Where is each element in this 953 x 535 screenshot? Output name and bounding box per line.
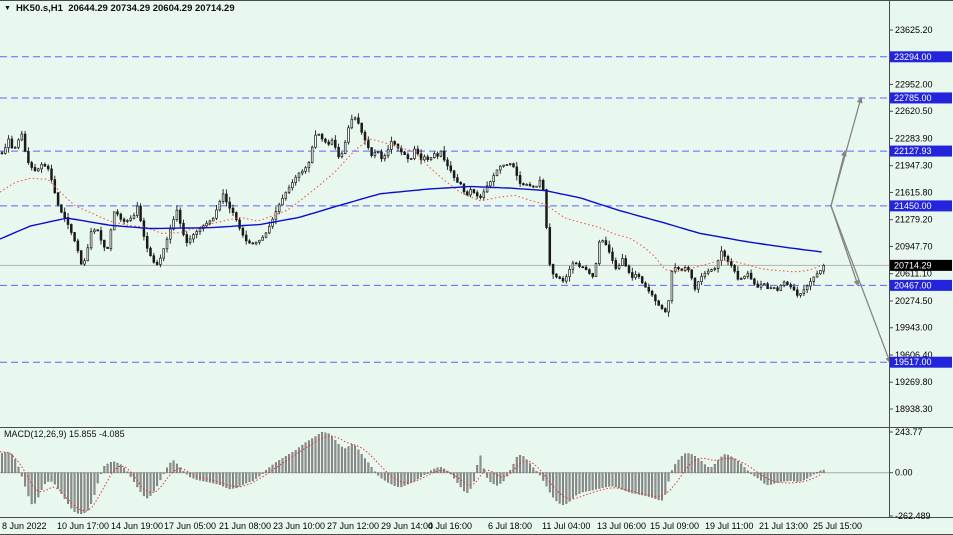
time-axis-label: 13 Jul 06:00 [597,521,646,531]
price-axis-label: 21615.80 [895,187,933,197]
macd-scale-label: 243.77 [895,427,923,437]
level-price-label: 22785.00 [894,93,932,103]
time-axis-label: 4 Jul 16:00 [428,521,472,531]
time-axis-label: 10 Jun 17:00 [57,521,109,531]
price-axis-label: 19943.00 [895,323,933,333]
macd-signal-line [0,435,822,512]
price-axis-label: 23625.20 [895,25,933,35]
time-axis-label: 11 Jul 04:00 [542,521,590,531]
macd-scale-label: -262.489 [895,511,931,521]
price-axis-label: 22952.00 [895,79,933,89]
time-axis-label: 6 Jul 18:00 [488,521,532,531]
time-axis-label: 27 Jun 12:00 [327,521,379,531]
level-price-label: 20467.00 [894,280,932,290]
price-axis-label: 19606.40 [895,350,933,360]
time-axis[interactable]: 8 Jun 2022 10 Jun 17:00 14 Jun 19:00 17 Jun… [2,521,862,531]
macd-scale-label: 0.00 [895,468,913,478]
price-axis-label: 22620.50 [895,106,933,116]
macd-indicator-label: MACD(12,26,9) 15.855 -4.085 [4,429,125,439]
time-axis-label: 8 Jun 2022 [2,521,47,531]
horizontal-level-lines [0,56,889,363]
trend-arrows[interactable] [830,96,892,364]
time-axis-label: 21 Jun 08:00 [219,521,271,531]
candlestick-series [0,113,825,317]
price-axis-label: 21947.30 [895,161,933,171]
time-axis-label: 21 Jul 13:00 [759,521,808,531]
level-price-label: 23294.00 [894,52,932,62]
time-axis-label: 19 Jul 11:00 [705,521,753,531]
time-axis-label: 29 Jun 14:00 [381,521,433,531]
chart-ohlc-title: HK50.s,H1 20644.29 20734.29 20604.29 207… [15,3,235,14]
ma-blue-line [0,185,822,253]
level-price-label: 19517.00 [894,357,932,367]
time-axis-label: 14 Jun 19:00 [111,521,163,531]
current-price-label: 20714.29 [894,260,932,270]
price-axis-label: 18938.30 [895,404,933,414]
chart-title-bar[interactable]: ▼ HK50.s,H1 20644.29 20734.29 20604.29 2… [4,3,235,14]
price-axis-label: 20947.70 [895,242,933,252]
time-axis-label: 15 Jul 09:00 [650,521,699,531]
macd-histogram [1,432,825,515]
chart-dropdown-icon[interactable]: ▼ [4,5,11,12]
price-axis-label: 20274.50 [895,296,933,306]
price-axis-label: 20611.10 [895,269,932,279]
price-axis[interactable]: 23625.20 22952.00 22620.50 22283.90 21947.30… [889,25,952,521]
level-price-label: 21450.00 [894,201,932,211]
time-axis-label: 17 Jun 05:00 [164,521,216,531]
price-axis-label: 22283.90 [895,133,933,143]
price-axis-label: 21279.20 [895,215,933,225]
time-axis-label: 25 Jul 15:00 [813,521,862,531]
time-axis-label: 23 Jun 10:00 [273,521,325,531]
level-price-label: 22127.93 [894,146,932,156]
price-axis-label: 19269.80 [895,377,933,387]
